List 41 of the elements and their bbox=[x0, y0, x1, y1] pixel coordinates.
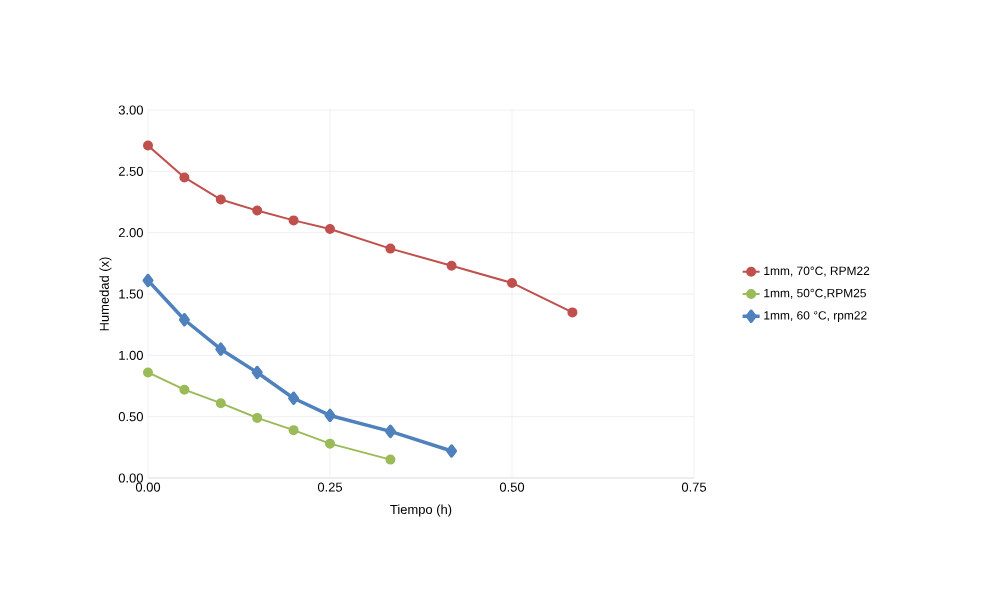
x-tick-label: 0.00 bbox=[135, 482, 161, 492]
x-tick-label: 0.50 bbox=[499, 482, 525, 492]
point bbox=[324, 408, 336, 423]
point bbox=[325, 438, 335, 449]
point bbox=[288, 391, 300, 406]
point bbox=[143, 140, 153, 151]
point bbox=[215, 342, 227, 356]
point bbox=[385, 243, 396, 254]
y-tick-label: 1.00 bbox=[119, 350, 143, 360]
point bbox=[325, 223, 335, 234]
point bbox=[507, 277, 517, 288]
point bbox=[384, 424, 396, 439]
y-tick-label: 2.50 bbox=[118, 166, 143, 176]
y-axis-title: Humedad (x) bbox=[99, 257, 112, 331]
y-tick-label: 1.50 bbox=[119, 289, 143, 299]
point bbox=[179, 384, 190, 395]
y-tick-label: 0.50 bbox=[118, 412, 143, 422]
x-axis-title: Tiempo (h) bbox=[390, 504, 452, 517]
point bbox=[385, 454, 396, 465]
point bbox=[215, 194, 226, 205]
x-tick-label: 0.25 bbox=[317, 482, 343, 492]
legend-label: 1mm, 60 °C, rpm22 bbox=[764, 311, 867, 322]
legend-label: 1mm, 70°C, RPM22 bbox=[764, 266, 870, 277]
point bbox=[179, 172, 190, 183]
legend-label: 1mm, 50°C,RPM25 bbox=[764, 288, 866, 299]
point bbox=[252, 412, 263, 423]
point bbox=[446, 444, 458, 458]
point bbox=[251, 365, 263, 380]
point bbox=[288, 215, 299, 226]
x-tick-label: 0.75 bbox=[681, 482, 707, 492]
y-tick-label: 0.00 bbox=[118, 473, 143, 483]
point bbox=[143, 367, 153, 378]
y-tick-label: 2.00 bbox=[118, 228, 143, 238]
point bbox=[142, 273, 154, 288]
point bbox=[446, 260, 457, 271]
point bbox=[288, 425, 299, 436]
point bbox=[252, 205, 263, 216]
point bbox=[178, 313, 190, 327]
point bbox=[215, 398, 226, 409]
y-tick-label: 3.00 bbox=[118, 105, 143, 115]
point bbox=[567, 307, 578, 318]
